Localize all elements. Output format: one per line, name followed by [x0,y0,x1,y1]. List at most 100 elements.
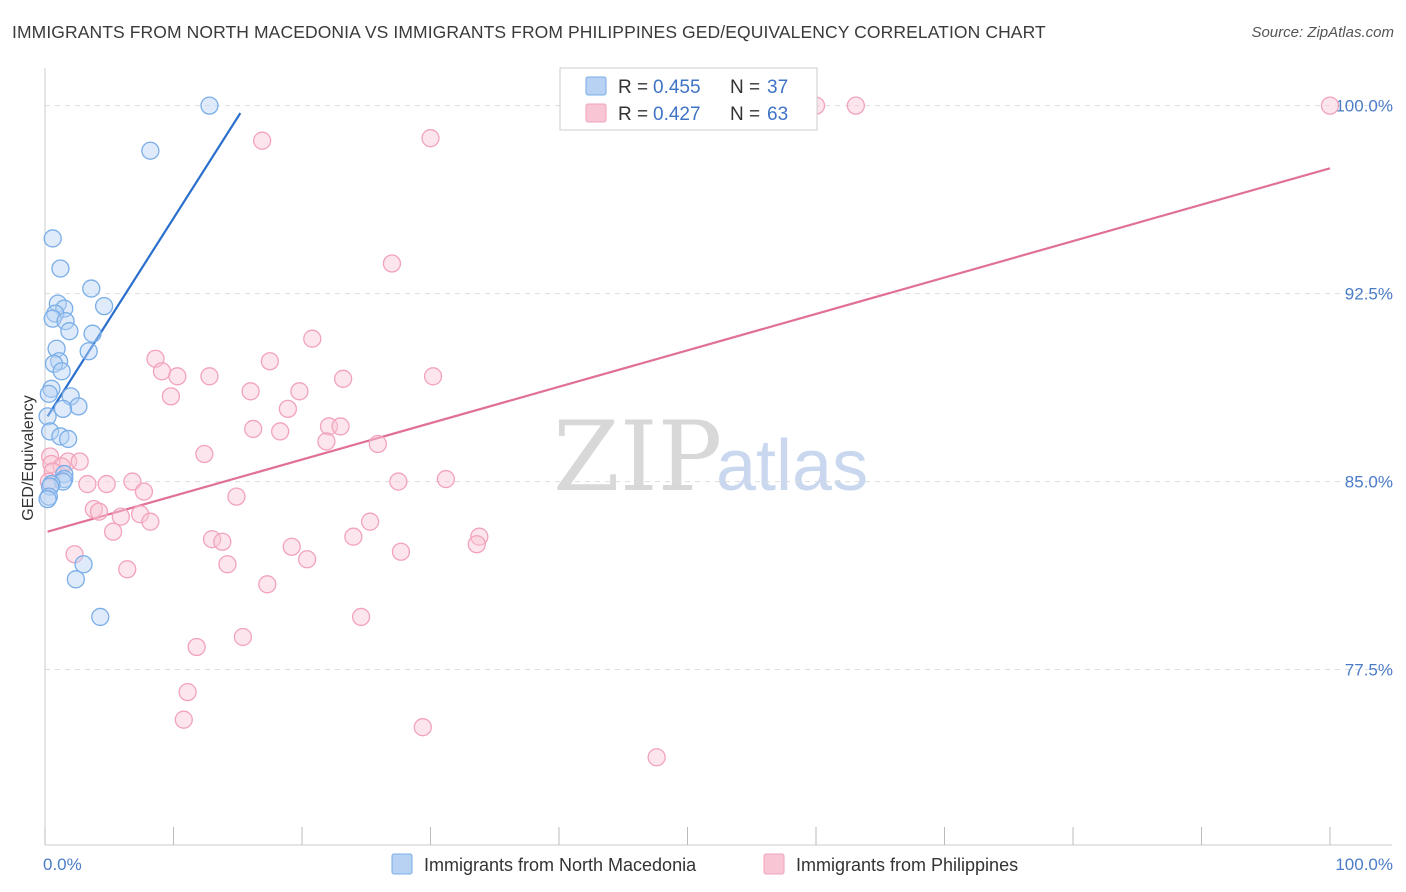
point-philippines-63 [413,718,432,737]
axes [44,68,1392,846]
point-macedonia-33 [38,489,57,509]
point-philippines-61 [178,682,197,702]
point-macedonia-4 [82,279,101,298]
point-macedonia-26 [58,429,78,449]
stats-legend-n-value-2: 63 [767,104,788,125]
point-philippines-15 [241,382,260,401]
point-philippines-10 [168,367,187,386]
x-tick-label-1: 100.0% [1335,855,1393,874]
y-tick-label-3: 100.0% [1335,97,1393,116]
watermark-atlas: atlas [716,426,868,506]
series-legend: Immigrants from North Macedonia Immigran… [391,853,1018,875]
stats-legend-swatch-philippines [585,103,607,123]
series-legend-swatch-philippines [763,853,785,875]
point-philippines-5 [382,254,402,273]
point-macedonia-34 [74,555,93,574]
y-axis-label: GED/Equivalency [20,395,37,520]
point-philippines-55 [218,555,237,574]
point-philippines-25 [40,447,60,466]
point-philippines-12 [333,369,353,388]
point-macedonia-8 [46,304,65,323]
point-macedonia-36 [91,607,110,627]
point-philippines-42 [111,507,130,526]
point-philippines-22 [317,432,336,451]
point-philippines-3 [253,131,272,150]
point-philippines-41 [130,504,150,524]
y-tick-label-2: 92.5% [1345,285,1393,304]
point-macedonia-23 [38,407,57,426]
point-philippines-34 [78,474,97,494]
point-philippines-64 [647,748,666,767]
series-legend-label-macedonia: Immigrants from North Macedonia [424,855,697,875]
trend-line-philippines [47,167,1331,533]
point-philippines-14 [161,387,181,406]
stats-legend-n-label-2: N = [730,104,760,125]
y-tick-label-0: 77.5% [1345,661,1393,680]
point-philippines-21 [271,422,290,441]
point-macedonia-19 [39,384,59,403]
trend-lines [46,112,1331,533]
point-macedonia-12 [83,324,102,343]
point-philippines-54 [297,550,317,569]
point-philippines-50 [467,535,486,554]
point-philippines-27 [70,452,89,471]
point-philippines-53 [391,542,411,561]
point-macedonia-21 [69,397,88,416]
point-philippines-57 [258,575,277,594]
point-philippines-58 [351,607,371,627]
point-macedonia-14 [79,342,98,361]
point-philippines-31 [436,469,456,489]
point-philippines-62 [174,710,193,729]
point-philippines-40 [89,502,109,521]
point-philippines-2 [1320,96,1340,115]
point-philippines-45 [103,522,123,541]
point-philippines-60 [187,637,206,657]
point-macedonia-22 [53,399,73,419]
scatter-points [38,96,1340,767]
point-macedonia-6 [94,296,114,316]
point-macedonia-11 [60,322,79,341]
point-philippines-59 [233,627,253,647]
point-philippines-35 [97,474,116,494]
point-philippines-8 [260,352,280,371]
stats-legend-r-value-1: 0.455 [653,77,701,98]
x-tick-label-0: 0.0% [43,855,82,874]
stats-legend-r-value-2: 0.427 [653,104,701,125]
point-philippines-32 [123,472,142,491]
watermark-zip: ZIP [553,401,722,513]
point-philippines-43 [141,512,160,531]
point-macedonia-1 [141,141,160,160]
point-philippines-17 [278,399,298,419]
trend-line-macedonia [46,112,242,417]
chart-title: IMMIGRANTS FROM NORTH MACEDONIA VS IMMIG… [12,22,1046,42]
series-legend-swatch-macedonia [391,853,413,875]
point-philippines-19 [331,417,350,436]
point-philippines-1 [846,96,865,115]
point-macedonia-35 [66,570,85,589]
point-philippines-47 [344,527,363,546]
stats-legend-n-value-1: 37 [767,77,788,98]
point-philippines-51 [282,537,301,556]
point-macedonia-17 [52,362,71,381]
source-label: Source: ZipAtlas.com [1251,24,1394,41]
y-tick-label-1: 85.0% [1345,473,1393,492]
point-philippines-20 [244,419,263,439]
tick-labels: 77.5% 85.0% 92.5% 100.0% 0.0% 100.0% [43,97,1393,874]
point-philippines-6 [303,329,322,348]
point-philippines-11 [200,367,219,386]
gridlines [45,105,1392,671]
point-macedonia-2 [43,229,62,248]
point-philippines-49 [213,532,232,551]
point-macedonia-16 [44,354,64,373]
stats-legend: R = 0.455 N = 37 R = 0.427 N = 63 [559,67,818,131]
point-philippines-44 [360,512,380,531]
series-legend-label-philippines: Immigrants from Philippines [796,855,1018,875]
point-macedonia-18 [42,379,61,398]
point-macedonia-10 [56,312,75,331]
stats-legend-n-label-1: N = [730,77,760,98]
point-macedonia-3 [51,259,70,278]
point-philippines-56 [118,560,137,579]
point-macedonia-0 [200,96,219,115]
stats-legend-swatch-macedonia [585,76,607,96]
